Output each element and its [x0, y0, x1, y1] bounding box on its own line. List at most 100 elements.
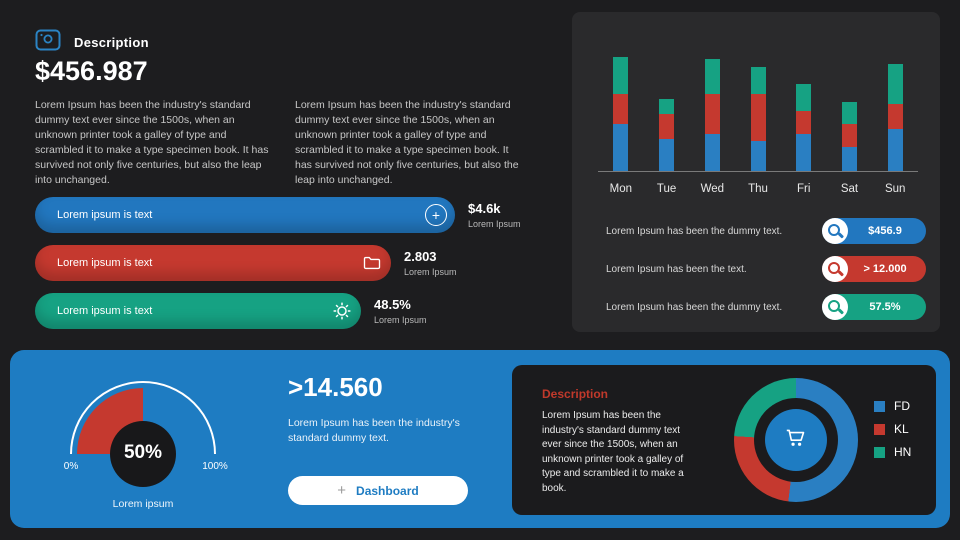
pill-row: Lorem ipsum is text 2.803 Lorem Ipsum — [35, 245, 521, 281]
series-blue-segment — [659, 139, 675, 171]
series-green-segment — [659, 99, 675, 114]
plus-icon — [337, 482, 346, 499]
headline-amount: $456.987 — [35, 56, 148, 86]
series-green-segment — [750, 67, 766, 94]
legend-swatch — [874, 423, 885, 435]
badge-button-green[interactable]: 57.5% — [822, 294, 926, 320]
bar-column — [735, 67, 781, 171]
row-text: Lorem Ipsum has been the text. — [606, 263, 747, 275]
pill-row: Lorem ipsum is text $4.6k Lorem Ipsum — [35, 197, 521, 233]
stat-row: Lorem Ipsum has been the dummy text. $45… — [606, 218, 926, 244]
donut-chart — [734, 378, 858, 502]
pill-stat: $4.6k Lorem Ipsum — [468, 201, 521, 229]
projector-icon — [35, 27, 61, 58]
pill-stat-caption: Lorem Ipsum — [468, 219, 521, 229]
legend-swatch — [874, 446, 885, 458]
stat-row: Lorem Ipsum has been the text. > 12.000 — [606, 256, 926, 282]
pill-list: Lorem ipsum is text $4.6k Lorem Ipsum Lo… — [35, 197, 521, 341]
bar-axis-labels: Mon Tue Wed Thu Fri Sat Sun — [598, 183, 918, 195]
pill-label: Lorem ipsum is text — [57, 209, 153, 221]
badge-button-red[interactable]: > 12.000 — [822, 256, 926, 282]
page-header: Description — [35, 27, 149, 58]
bar-column — [598, 57, 644, 171]
row-text: Lorem Ipsum has been the dummy text. — [606, 225, 783, 237]
legend-label: FD — [894, 399, 910, 413]
dashboard-button-label: Dashboard — [356, 483, 419, 498]
pill-stat-value: 2.803 — [404, 249, 437, 264]
series-blue-segment — [841, 147, 857, 171]
stacked-bar-chart — [598, 32, 918, 172]
pill-button-red[interactable]: Lorem ipsum is text — [35, 245, 391, 281]
highlight-column: >14.560 Lorem Ipsum has been the industr… — [288, 350, 502, 528]
legend-label: KL — [894, 422, 909, 436]
legend-label: HN — [894, 445, 912, 459]
pill-row: Lorem ipsum is text 48.5% Lorem Ipsum — [35, 293, 521, 329]
stat-row: Lorem Ipsum has been the dummy text. 57.… — [606, 294, 926, 320]
bar-axis-label: Fri — [797, 183, 811, 195]
stat-row-list: Lorem Ipsum has been the dummy text. $45… — [606, 218, 926, 332]
bar-axis-label: Thu — [748, 183, 768, 195]
series-green-segment — [796, 84, 812, 111]
series-blue-segment — [704, 134, 720, 171]
bar-axis-label: Sat — [840, 183, 859, 195]
gauge-chart: 50% 0% 100% Lorem ipsum — [38, 358, 248, 524]
bar-column — [781, 84, 827, 171]
pill-button-green[interactable]: Lorem ipsum is text — [35, 293, 361, 329]
intro-paragraph-left: Lorem Ipsum has been the industry's stan… — [35, 99, 269, 186]
intro-paragraph-right: Lorem Ipsum has been the industry's stan… — [295, 99, 519, 186]
shopping-cart-icon — [783, 425, 809, 456]
bar-axis-label: Sun — [884, 183, 906, 195]
gauge-caption: Lorem ipsum — [112, 498, 174, 510]
pill-label: Lorem ipsum is text — [57, 257, 153, 269]
gear-icon — [330, 299, 354, 323]
highlight-value: >14.560 — [288, 372, 383, 402]
pill-label: Lorem ipsum is text — [57, 305, 153, 317]
description-card: Description Lorem Ipsum has been the ind… — [512, 365, 936, 515]
series-green-segment — [887, 64, 903, 104]
series-blue-segment — [887, 129, 903, 171]
bar-column — [644, 99, 690, 171]
chart-card: Mon Tue Wed Thu Fri Sat Sun Lorem Ipsum has be… — [572, 12, 940, 332]
series-blue-segment — [796, 134, 812, 171]
series-blue-segment — [750, 141, 766, 171]
gauge-min-label: 0% — [63, 461, 79, 472]
series-red-segment — [659, 114, 675, 139]
badge-value: $456.9 — [868, 225, 902, 237]
pill-stat-caption: Lorem Ipsum — [374, 315, 427, 325]
legend-item: FD — [874, 399, 911, 413]
badge-button-blue[interactable]: $456.9 — [822, 218, 926, 244]
pill-stat-value: 48.5% — [374, 297, 411, 312]
bar-axis-label: Tue — [656, 183, 677, 195]
row-text: Lorem Ipsum has been the dummy text. — [606, 301, 783, 313]
pill-stat: 2.803 Lorem Ipsum — [404, 249, 457, 277]
pill-button-blue[interactable]: Lorem ipsum is text — [35, 197, 455, 233]
legend-item: KL — [874, 422, 911, 436]
series-green-segment — [704, 59, 720, 94]
dashboard-button[interactable]: Dashboard — [288, 476, 468, 505]
series-red-segment — [704, 94, 720, 134]
description-text: Lorem Ipsum has been the industry's stan… — [542, 410, 684, 494]
highlight-text: Lorem Ipsum has been the industry's stan… — [288, 417, 460, 445]
series-red-segment — [796, 111, 812, 134]
page-title: Description — [74, 35, 149, 50]
gauge-arc — [70, 381, 216, 455]
series-green-segment — [841, 102, 857, 124]
gauge-max-label: 100% — [202, 461, 228, 472]
pill-stat: 48.5% Lorem Ipsum — [374, 297, 427, 325]
series-red-segment — [841, 124, 857, 147]
magnifier-icon — [822, 256, 848, 282]
description-title: Description — [542, 387, 609, 401]
folder-icon — [360, 251, 384, 275]
series-red-segment — [750, 94, 766, 141]
pill-stat-value: $4.6k — [468, 201, 501, 216]
series-red-segment — [613, 94, 629, 124]
bar-column — [872, 64, 918, 171]
magnifier-icon — [822, 294, 848, 320]
magnifier-icon — [822, 218, 848, 244]
series-blue-segment — [613, 124, 629, 171]
legend-swatch — [874, 400, 885, 412]
series-red-segment — [887, 104, 903, 129]
badge-value: > 12.000 — [863, 263, 907, 275]
donut-center — [765, 409, 827, 471]
